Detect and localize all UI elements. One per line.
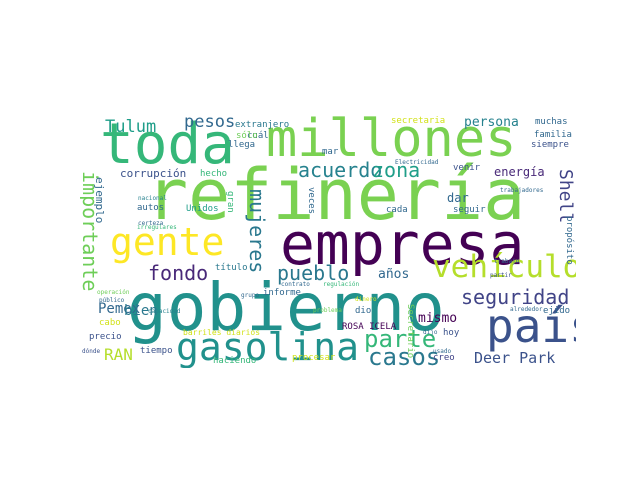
word: secretaria [391, 116, 446, 126]
word: venir [453, 163, 481, 173]
word: Tulum [105, 117, 157, 137]
word: trabajo [494, 258, 520, 265]
word: regulación [323, 281, 360, 288]
word: dónde [82, 348, 101, 355]
word: barriles diarios [183, 328, 261, 337]
word: dar [447, 191, 469, 205]
word: país [486, 299, 576, 353]
word: usado [433, 348, 452, 355]
word: familia [534, 130, 572, 140]
word: tiempo [140, 346, 173, 356]
word: bien [124, 303, 158, 319]
word: RAN [104, 345, 133, 364]
word: años [378, 267, 410, 282]
word: Pemex [98, 301, 141, 317]
word: gran [225, 191, 235, 213]
word: gobierno [127, 269, 445, 346]
word: acuerdo [298, 158, 383, 182]
word: informe [263, 288, 301, 298]
word: corrupción [120, 167, 187, 180]
word: mismo [418, 311, 458, 326]
word: Unidos [186, 204, 219, 214]
word: fondo [148, 261, 209, 285]
word: cada [386, 205, 408, 215]
word: certeza [138, 220, 164, 227]
word: alrededor [510, 306, 543, 313]
word: ROSA ICELA [342, 322, 397, 332]
word: seguir [453, 205, 486, 215]
word: siempre [531, 140, 569, 150]
word: refinería [146, 154, 526, 236]
word: irregulares [137, 224, 177, 231]
word: gasolina [176, 325, 360, 368]
word: persona [464, 115, 519, 130]
word: ejido [543, 306, 571, 316]
word: toda [100, 112, 235, 177]
word: parte [364, 325, 437, 353]
word: grupo [241, 292, 260, 299]
word: trabajadores [500, 187, 544, 194]
word: energía [494, 165, 545, 179]
word: público [99, 297, 125, 304]
word: contrato [281, 281, 310, 288]
word: sólo [236, 131, 258, 141]
word: mujeres [245, 189, 269, 274]
word: zona [372, 158, 421, 182]
word: haciendo [213, 356, 257, 366]
word: dinero [355, 296, 377, 303]
word: título [215, 263, 248, 273]
word: cabo [99, 318, 121, 328]
word: dijo [423, 329, 438, 336]
word: muchas [535, 117, 568, 127]
word: veces [306, 187, 316, 215]
word: ejemplo [93, 177, 106, 224]
word: partir [490, 272, 512, 279]
word: problema [313, 307, 342, 314]
word: seguridad [461, 285, 570, 309]
word: Shell [555, 169, 576, 224]
word: autos [137, 203, 165, 213]
word: casos [368, 343, 441, 368]
word: gente [110, 220, 225, 264]
word: vehículo [432, 249, 576, 285]
word: nacional [138, 195, 167, 202]
word: procesar [292, 353, 336, 363]
word: Deer Park [474, 349, 556, 367]
word: cuál [247, 131, 269, 141]
word: hoy [443, 328, 460, 338]
word: importante [80, 171, 102, 292]
word: dio [355, 306, 372, 316]
word: pueblo [277, 261, 350, 285]
word: capacidad [148, 308, 181, 315]
word: Secretario [405, 304, 415, 359]
word: Electricidad [395, 159, 439, 166]
word: mar [322, 147, 339, 157]
word: hecho [200, 169, 228, 179]
word: extranjero [235, 120, 290, 130]
word: creo [433, 353, 455, 363]
word: pesos [184, 112, 236, 132]
word: precio [89, 332, 122, 342]
word: operación [97, 289, 130, 296]
word: propósito [564, 216, 574, 265]
word: millones [266, 111, 517, 169]
word: empresa [280, 210, 525, 278]
word-cloud: refinería empresa gobierno millones toda… [80, 111, 576, 368]
word: llega [228, 140, 256, 150]
